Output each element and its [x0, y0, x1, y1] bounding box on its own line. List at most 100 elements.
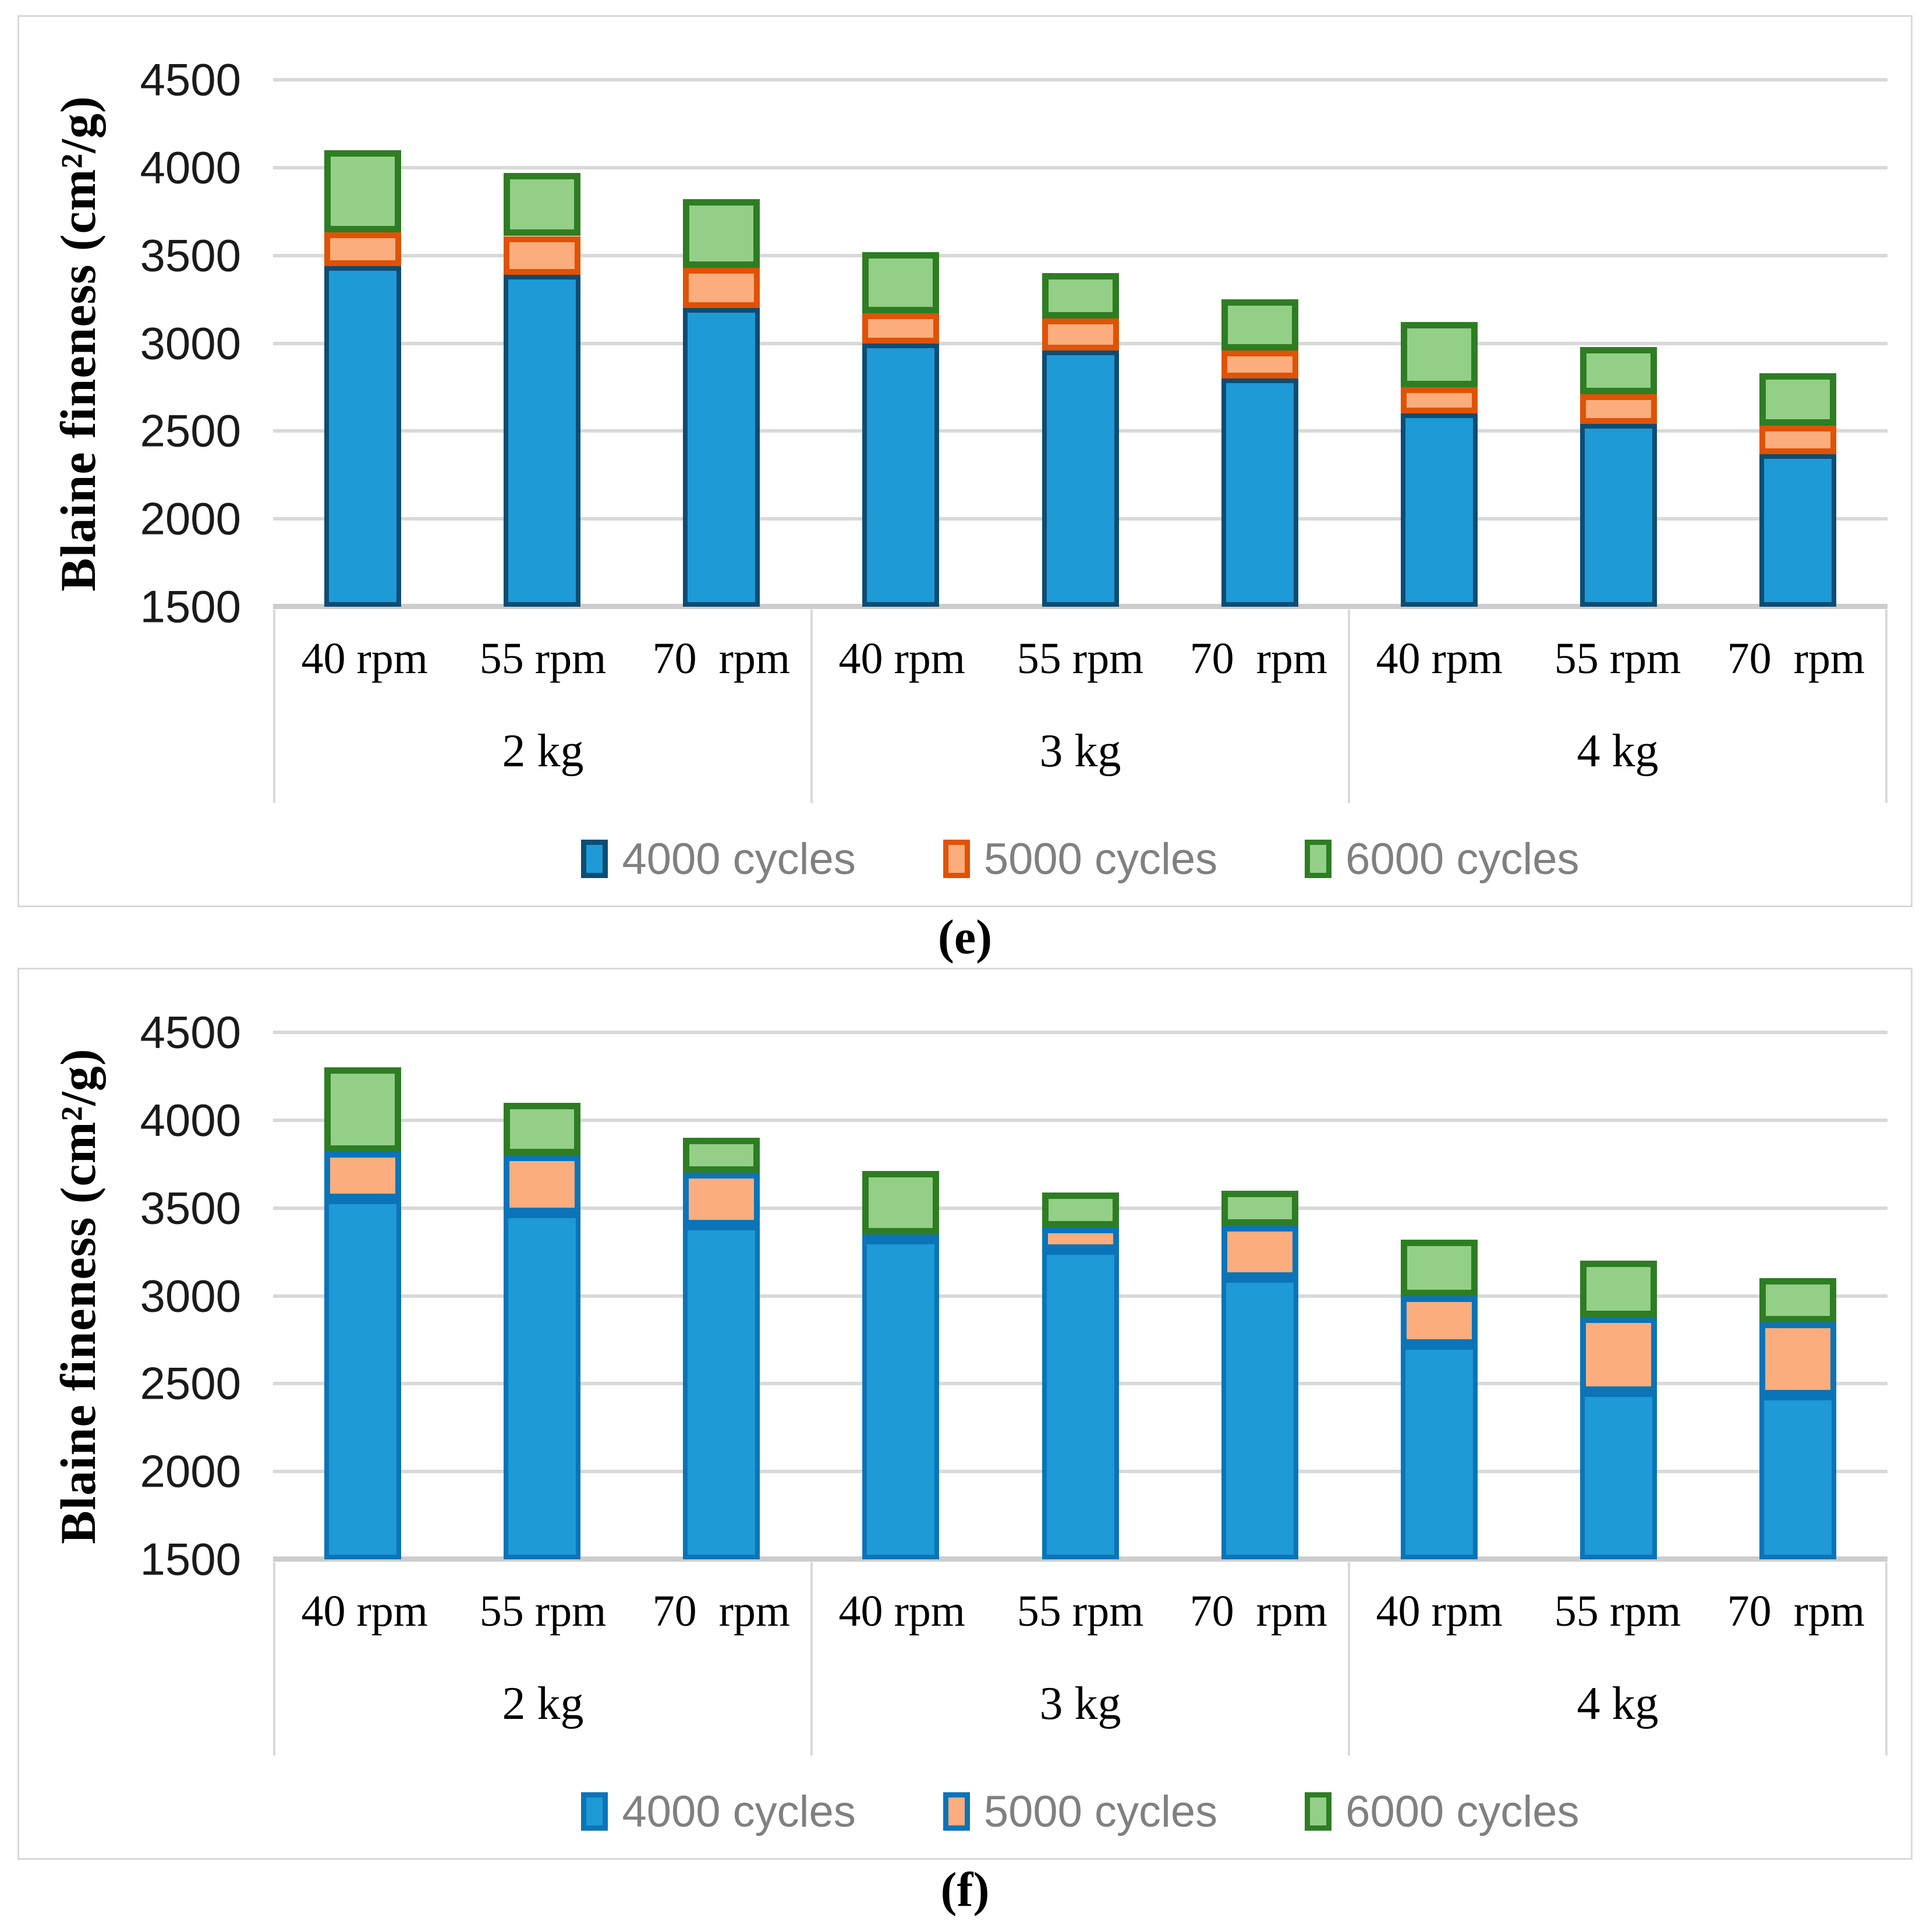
x-category-label: 40 rpm — [838, 634, 965, 683]
legend-swatch-5000-cycles — [943, 840, 970, 878]
plot-area-f — [273, 1031, 1887, 1562]
y-tick-label: 4500 — [140, 1006, 241, 1058]
x-axis-category-table: 40 rpm 55 rpm 70 rpm 2 kg 40 rpm 55 rpm 70 rpm… — [273, 1562, 1887, 1756]
bar-segment-5000-cycles — [324, 1152, 402, 1199]
x-category-label: 55 rpm — [1554, 1586, 1681, 1636]
y-tick-label: 2000 — [140, 493, 241, 544]
x-category-label: 40 rpm — [301, 1586, 428, 1636]
chart-main-f: 40 rpm 55 rpm 70 rpm 2 kg 40 rpm 55 rpm 70 rpm… — [273, 1031, 1887, 1841]
bar-segment-5000-cycles — [683, 267, 760, 309]
x-category-label: 70 rpm — [1189, 634, 1328, 683]
bar-e-3-kg-40-rpm — [862, 80, 940, 607]
bar-e-2-kg-70-rpm — [683, 80, 760, 607]
bar-segment-4000-cycles — [1042, 1250, 1119, 1559]
x-group-label: 2 kg — [502, 1678, 584, 1729]
bar-f-4-kg-55-rpm — [1580, 1032, 1657, 1559]
rpm-label-row: 40 rpm 55 rpm 70 rpm — [275, 1562, 810, 1660]
x-category-label: 70 rpm — [652, 634, 791, 683]
chart-e-frame: Blaine fineness (cm²/g) 4500 4000 3500 3000 2… — [17, 15, 1913, 907]
x-axis-group-3-kg: 40 rpm 55 rpm 70 rpm 3 kg — [810, 610, 1348, 803]
rpm-label-row: 40 rpm 55 rpm 70 rpm — [1350, 610, 1885, 707]
legend-label-4000-cycles: 4000 cycles — [622, 1786, 856, 1837]
bar-segment-4000-cycles — [504, 1213, 581, 1559]
bar-segment-4000-cycles — [1400, 1344, 1478, 1559]
y-axis-title: Blaine fineness (cm²/g) — [50, 95, 106, 592]
y-axis-tick-labels: 4500 4000 3500 3000 2500 2000 1500 — [122, 54, 273, 632]
chart-f-frame: Blaine fineness (cm²/g) 4500 4000 3500 3000 2… — [17, 968, 1913, 1860]
bar-segment-5000-cycles — [1221, 1225, 1298, 1279]
bar-segment-5000-cycles — [1759, 426, 1836, 454]
figure-label-f: (f) — [940, 1863, 990, 1917]
rpm-label-row: 40 rpm 55 rpm 70 rpm — [1350, 1562, 1885, 1660]
bar-segment-6000-cycles — [1221, 1190, 1298, 1226]
bar-segment-6000-cycles — [1580, 1261, 1657, 1317]
bar-f-2-kg-40-rpm — [324, 1032, 402, 1559]
bar-segment-5000-cycles — [1759, 1322, 1836, 1396]
bar-segment-6000-cycles — [504, 172, 581, 236]
x-category-label: 70 rpm — [1727, 634, 1865, 683]
bar-segment-6000-cycles — [324, 1067, 402, 1152]
bar-segment-6000-cycles — [862, 252, 940, 314]
bar-segment-4000-cycles — [1580, 1392, 1657, 1559]
y-tick-label: 4500 — [140, 54, 241, 105]
bar-segment-5000-cycles — [1580, 394, 1657, 424]
x-category-label: 40 rpm — [838, 1586, 965, 1636]
bar-segment-6000-cycles — [1042, 273, 1119, 319]
gridline-4000 — [273, 1118, 1887, 1122]
x-category-label: 40 rpm — [1376, 1586, 1503, 1636]
bar-f-2-kg-70-rpm — [683, 1032, 760, 1559]
legend-item-6000-cycles: 6000 cycles — [1305, 1786, 1580, 1837]
legend-swatch-4000-cycles — [581, 840, 608, 878]
chart-body-f: Blaine fineness (cm²/g) 4500 4000 3500 3000 2… — [34, 1007, 1887, 1841]
y-tick-label: 1500 — [140, 1533, 241, 1585]
bar-segment-5000-cycles — [504, 236, 581, 275]
y-tick-label: 3500 — [140, 229, 241, 281]
y-axis-title-column: Blaine fineness (cm²/g) — [34, 80, 122, 607]
bar-segment-4000-cycles — [1759, 1396, 1836, 1559]
y-tick-label: 2000 — [140, 1445, 241, 1497]
bar-f-3-kg-70-rpm — [1221, 1032, 1298, 1559]
bar-segment-6000-cycles — [1580, 346, 1657, 394]
y-axis-title-column: Blaine fineness (cm²/g) — [34, 1032, 122, 1559]
x-category-label: 40 rpm — [301, 634, 428, 683]
x-axis-group-2-kg: 40 rpm 55 rpm 70 rpm 2 kg — [273, 610, 810, 803]
plot-area-e — [273, 78, 1887, 609]
bar-segment-6000-cycles — [683, 199, 760, 268]
legend-swatch-6000-cycles — [1305, 840, 1332, 878]
bar-segment-4000-cycles — [1759, 454, 1836, 607]
bar-segment-4000-cycles — [862, 343, 940, 607]
x-category-label: 55 rpm — [479, 634, 607, 683]
x-axis-group-4-kg: 40 rpm 55 rpm 70 rpm 4 kg — [1348, 610, 1887, 803]
x-category-label: 55 rpm — [1554, 634, 1681, 683]
y-tick-label: 3000 — [140, 317, 241, 369]
bar-f-4-kg-40-rpm — [1400, 1032, 1478, 1559]
bar-f-2-kg-55-rpm — [504, 1032, 581, 1559]
x-category-label: 55 rpm — [1017, 1586, 1144, 1636]
chart-body-e: Blaine fineness (cm²/g) 4500 4000 3500 3000 2… — [34, 54, 1887, 888]
y-tick-label: 3500 — [140, 1182, 241, 1234]
legend-label-5000-cycles: 5000 cycles — [983, 834, 1218, 884]
x-axis-group-3-kg: 40 rpm 55 rpm 70 rpm 3 kg — [810, 1562, 1348, 1756]
legend-label-4000-cycles: 4000 cycles — [622, 834, 856, 884]
y-tick-label: 4000 — [140, 141, 241, 193]
bar-segment-4000-cycles — [324, 266, 402, 607]
x-group-label: 2 kg — [502, 725, 584, 777]
bar-e-2-kg-55-rpm — [504, 80, 581, 607]
bar-segment-4000-cycles — [1221, 1278, 1298, 1559]
bar-segment-5000-cycles — [1580, 1317, 1657, 1393]
rpm-label-row: 40 rpm 55 rpm 70 rpm — [813, 610, 1348, 707]
x-axis-group-4-kg: 40 rpm 55 rpm 70 rpm 4 kg — [1348, 1562, 1887, 1756]
bar-segment-5000-cycles — [324, 232, 402, 266]
y-tick-label: 2500 — [140, 1357, 241, 1409]
legend-item-5000-cycles: 5000 cycles — [943, 1786, 1217, 1837]
bar-segment-4000-cycles — [683, 308, 760, 607]
bar-segment-4000-cycles — [1221, 378, 1298, 607]
x-axis-group-2-kg: 40 rpm 55 rpm 70 rpm 2 kg — [273, 1562, 810, 1756]
bar-segment-4000-cycles — [862, 1239, 940, 1559]
legend-swatch-4000-cycles — [581, 1792, 608, 1831]
y-tick-label: 1500 — [140, 581, 241, 632]
legend-item-4000-cycles: 4000 cycles — [581, 834, 856, 884]
bar-segment-4000-cycles — [1042, 350, 1119, 607]
bar-segment-6000-cycles — [324, 150, 402, 233]
x-category-label: 55 rpm — [1017, 634, 1144, 683]
